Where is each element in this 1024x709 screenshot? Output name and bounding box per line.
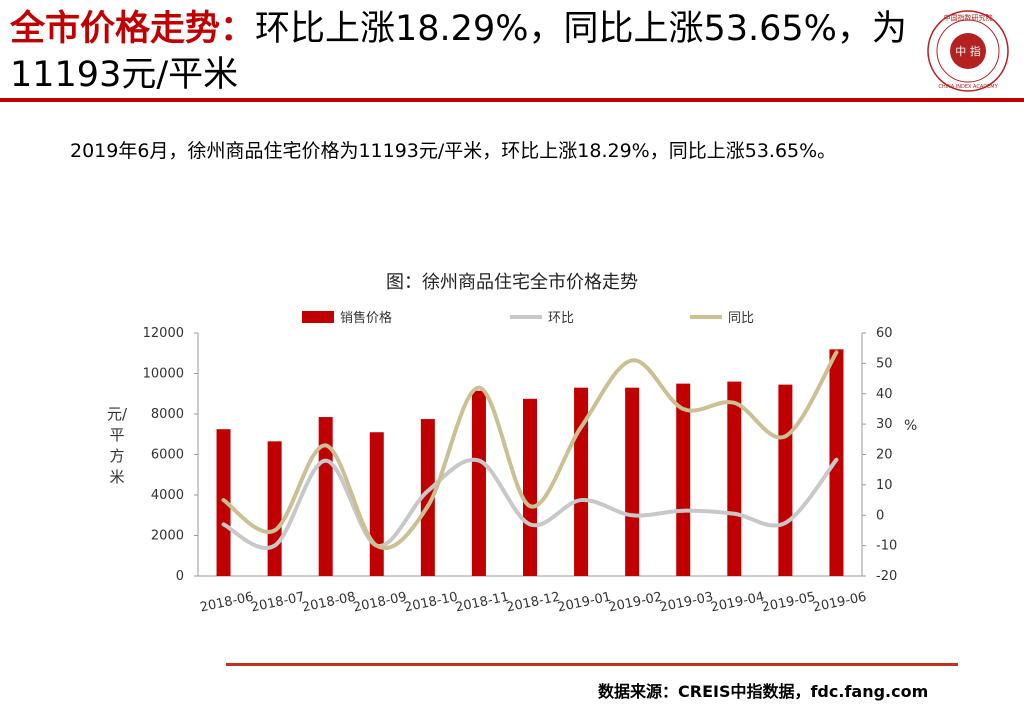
x-tick-label: 2018-11 [454,590,510,616]
y-left-tick-label: 6000 [151,448,184,463]
page-title: 全市价格走势：环比上涨18.29%，同比上涨53.65%，为11193元/平米 [10,6,910,98]
yoy-point-2019-05 [784,435,787,438]
yoy-point-2018-07 [273,529,276,532]
price-trend-chart: 0 2000 4000 6000 8000 10000 12000 -20 -10 0 10 20 30… [143,310,898,616]
logo-ring-text: 中国指数研究院 [944,13,993,22]
legend-swatch-bar [302,311,334,323]
bar-2018-10 [420,419,435,576]
bar-2018-07 [267,441,282,576]
x-tick-label: 2019-05 [761,590,817,616]
mom-point-2019-05 [784,522,787,524]
chart-title: 图：徐州商品住宅全市价格走势 [386,272,638,293]
bar-2018-06 [216,429,231,576]
bar-2018-09 [369,432,384,576]
footer-divider [226,663,958,666]
yoy-point-2018-11 [478,386,480,389]
legend-label: 同比 [728,311,754,326]
yoy-point-2019-01 [580,426,582,428]
page-title-rest: 环比上涨18.29%，同比上涨53.65%，为11193元/平米 [10,9,907,95]
bar-2018-08 [318,417,333,576]
mom-point-2019-01 [580,499,582,501]
logo-english-text: CHINA INDEX ACADEMY [938,84,998,90]
x-tick-label: 2019-06 [812,590,868,616]
bar-2019-02 [625,387,640,576]
yoy-point-2018-10 [427,505,429,507]
page-title-highlight: 全市价格走势： [10,9,256,49]
y-left-tick-label: 10000 [143,367,184,382]
bar-2019-04 [727,381,742,576]
x-tick-label: 2019-03 [658,590,714,616]
mom-point-2019-03 [682,509,685,512]
y-right-tick-label: 40 [876,387,893,402]
x-tick-label: 2018-10 [403,590,459,616]
y-left-tick-label: 12000 [143,326,184,341]
yoy-point-2018-08 [324,444,327,447]
y-right-tick-label: 30 [876,417,893,432]
y-right-tick-label: -20 [876,569,897,584]
x-tick-label: 2018-07 [250,590,306,616]
y-right-tick-label: 10 [876,478,893,493]
y-left-tick-label: 0 [176,569,184,584]
x-tick-label: 2019-04 [709,590,765,616]
y-right-tick-label: -10 [876,539,897,554]
y-left-tick-label: 2000 [151,529,184,544]
china-index-academy-logo: 中 指 中国指数研究院 CHINA INDEX ACADEMY [927,10,1009,92]
mom-point-2018-10 [427,490,429,492]
bar-2019-01 [574,387,589,576]
x-tick-label: 2019-02 [607,590,663,616]
title-divider [0,98,1024,102]
bar-2019-03 [676,383,691,576]
yoy-point-2018-12 [529,505,531,507]
yoy-point-2018-06 [222,499,225,501]
x-tick-label: 2019-01 [556,590,612,616]
mom-point-2018-06 [222,523,225,526]
yoy-point-2019-03 [682,408,685,410]
y-axis-left-label: 元/平方米 [107,405,128,486]
legend-label: 环比 [548,311,574,326]
x-tick-label: 2018-12 [505,590,561,616]
data-source: 数据来源：CREIS中指数据，fdc.fang.com [598,682,929,701]
legend-label: 销售价格 [340,310,392,326]
bar-2019-05 [778,384,793,576]
x-tick-label: 2018-08 [301,590,357,616]
summary-text: 2019年6月，徐州商品住宅价格为11193元/平米，环比上涨18.29%，同比… [70,140,837,162]
mom-point-2019-06 [835,458,838,461]
yoy-point-2019-06 [835,351,838,354]
x-tick-label: 2018-06 [199,590,255,616]
mom-point-2018-12 [529,523,531,526]
x-tick-label: 2018-09 [352,590,408,616]
yoy-point-2018-09 [375,544,378,547]
mom-point-2019-02 [631,514,633,517]
mom-point-2018-11 [478,459,480,462]
logo-center-text: 中 指 [955,44,981,58]
y-axis-right-label: % [904,418,918,434]
y-right-tick-label: 60 [876,326,893,341]
bar-2018-11 [471,390,486,576]
mom-point-2018-07 [273,544,276,547]
y-right-tick-label: 20 [876,448,893,463]
y-left-tick-label: 8000 [151,407,184,422]
mom-point-2018-08 [324,459,327,462]
y-right-tick-label: 0 [876,508,884,523]
bar-2018-12 [523,398,537,576]
y-right-tick-label: 50 [876,356,893,371]
y-left-tick-label: 4000 [151,488,184,503]
mom-point-2019-04 [733,512,736,515]
yoy-point-2019-02 [631,359,633,362]
yoy-point-2019-04 [733,402,736,404]
